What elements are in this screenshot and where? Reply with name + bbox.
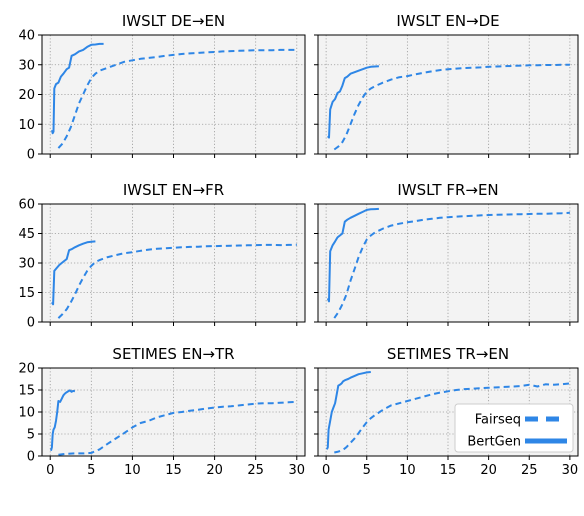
panel-4: 0 5 10 15 20 0 5 10 15 20 25 30 SETIMES EN→TR <box>18 345 306 478</box>
x-tick-label: 5 <box>363 463 371 478</box>
y-tick-label: 10 <box>18 406 35 421</box>
y-tick-label: 45 <box>18 227 35 242</box>
series-line-bertgen <box>50 42 104 135</box>
x-tick-label: 25 <box>521 463 538 478</box>
x-tick-label: 30 <box>562 463 579 478</box>
chart-legend: Fairseq BertGen <box>454 403 574 453</box>
panel-title: SETIMES EN→TR <box>112 345 234 363</box>
x-tick-label: 30 <box>289 463 306 478</box>
series-line-bertgen <box>326 207 379 303</box>
legend-label-bertgen: BertGen <box>467 435 521 450</box>
x-tick-label: 15 <box>440 463 457 478</box>
series-line-bertgen <box>51 240 96 306</box>
y-tick-label: 15 <box>18 384 35 399</box>
y-tick-label: 60 <box>18 198 35 213</box>
y-tick-label: 15 <box>18 286 35 301</box>
series-line-fairseq <box>334 382 571 454</box>
series-line-bertgen <box>327 65 379 139</box>
y-tick-label: 0 <box>27 450 35 465</box>
x-tick-label: 20 <box>206 463 223 478</box>
series-line-bertgen <box>325 371 371 450</box>
panel-title: IWSLT FR→EN <box>397 181 498 199</box>
series-line-fairseq <box>333 211 570 319</box>
legend-label-fairseq: Fairseq <box>475 413 521 428</box>
x-tick-label: 25 <box>247 463 264 478</box>
y-tick-label: 10 <box>18 118 35 133</box>
series-line-bertgen <box>50 389 76 451</box>
y-tick-label: 5 <box>27 428 35 443</box>
y-tick-label: 0 <box>27 316 35 331</box>
y-tick-label: 30 <box>18 58 35 73</box>
panel-3: IWSLT FR→EN <box>314 181 579 326</box>
x-tick-label: 0 <box>322 463 330 478</box>
x-tick-label: 15 <box>165 463 182 478</box>
y-tick-label: 20 <box>18 88 35 103</box>
y-tick-label: 40 <box>18 29 35 44</box>
y-tick-label: 0 <box>27 148 35 163</box>
x-tick-label: 20 <box>480 463 497 478</box>
x-tick-label: 10 <box>399 463 416 478</box>
x-tick-label: 10 <box>124 463 141 478</box>
panel-title: IWSLT DE→EN <box>122 12 225 30</box>
panel-2: 0 15 30 45 60 IWSLT EN→FR <box>18 181 306 331</box>
x-tick-label: 0 <box>46 463 54 478</box>
panel-title: IWSLT EN→DE <box>396 12 499 30</box>
y-tick-label: 30 <box>18 257 35 272</box>
x-tick-label: 5 <box>87 463 95 478</box>
panel-0: 0 10 20 30 40 IWSLT DE→EN <box>18 12 306 163</box>
series-line-fairseq <box>57 48 297 149</box>
panel-1: IWSLT EN→DE <box>314 12 579 158</box>
y-tick-label: 20 <box>18 362 35 377</box>
panel-title: IWSLT EN→FR <box>123 181 224 199</box>
series-line-fairseq <box>57 243 297 319</box>
panel-title: SETIMES TR→EN <box>387 345 509 363</box>
series-line-fairseq <box>58 400 297 456</box>
